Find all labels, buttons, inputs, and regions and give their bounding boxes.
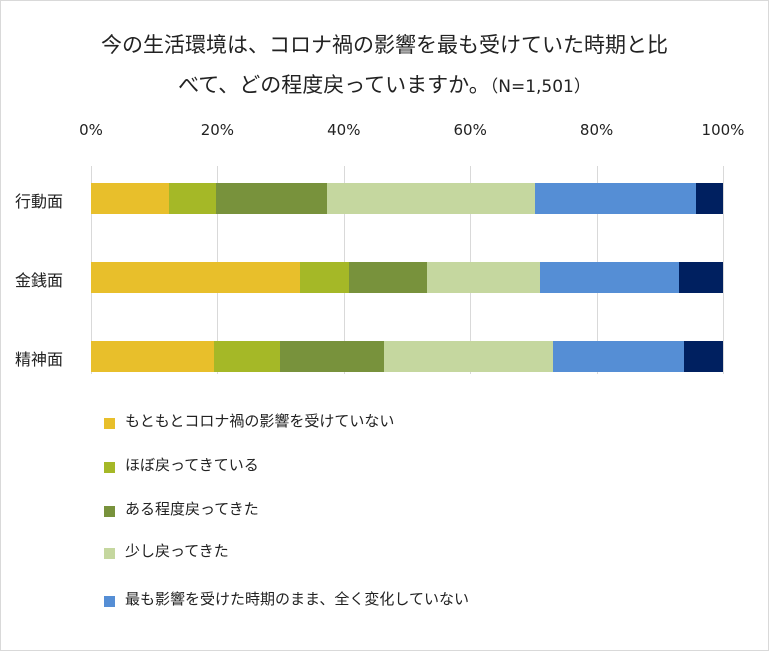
legend-swatch [104, 506, 115, 517]
category-label: 精神面 [15, 350, 64, 369]
bar-segment [683, 341, 724, 372]
category-label: 行動面 [15, 192, 64, 211]
x-tick-label: 80% [579, 121, 614, 139]
legend-item: 少し戻ってきた [104, 542, 704, 569]
legend-swatch [104, 596, 115, 607]
legend-item: もともとコロナ禍の影響を受けていない [104, 412, 704, 439]
bar-segment [279, 341, 385, 372]
x-tick-label: 0% [79, 121, 103, 139]
bar-segment [427, 262, 541, 293]
legend-label: ある程度戻ってきた [125, 500, 259, 518]
legend-item: ほぼ戻ってきている [104, 456, 704, 483]
bar-segment [214, 341, 281, 372]
legend-label: 少し戻ってきた [125, 542, 229, 560]
legend-swatch [104, 462, 115, 473]
bar-segment [552, 341, 685, 372]
bar-segment [91, 341, 215, 372]
bar-segment [695, 183, 724, 214]
x-tick-label: 60% [453, 121, 487, 139]
bar-segment [216, 183, 328, 214]
legend-swatch [104, 418, 115, 429]
category-label: 金銭面 [15, 271, 64, 290]
bar-segment [91, 183, 170, 214]
sample-size: （N=1,501） [489, 77, 591, 97]
legend-label: 最も影響を受けた時期のまま、全く変化していない [125, 590, 469, 608]
x-tick-label: 20% [200, 121, 235, 139]
gridline [723, 166, 724, 374]
x-tick-label: 100% [701, 121, 745, 139]
bar-segment [91, 262, 301, 293]
legend-item: 最も影響を受けた時期のまま、全く変化していない [104, 590, 484, 617]
x-tick-label: 40% [327, 121, 361, 139]
legend-swatch [104, 548, 115, 559]
bar-segment [535, 183, 697, 214]
title-text: べて、どの程度戻っていますか。 [178, 73, 490, 97]
legend-item: ある程度戻ってきた [104, 500, 704, 527]
bar-segment [678, 262, 724, 293]
bar-segment [348, 262, 428, 293]
bar-segment [168, 183, 217, 214]
bar-segment [300, 262, 350, 293]
chart-title-line2: べて、どの程度戻っていますか。（N=1,501） [1, 69, 768, 99]
bar-segment [327, 183, 536, 214]
chart-title-line1: 今の生活環境は、コロナ禍の影響を最も受けていた時期と比 [101, 33, 668, 57]
legend-label: ほぼ戻ってきている [125, 456, 259, 474]
bar-segment [540, 262, 680, 293]
bar-segment [383, 341, 554, 372]
legend-label: もともとコロナ禍の影響を受けていない [125, 412, 395, 430]
